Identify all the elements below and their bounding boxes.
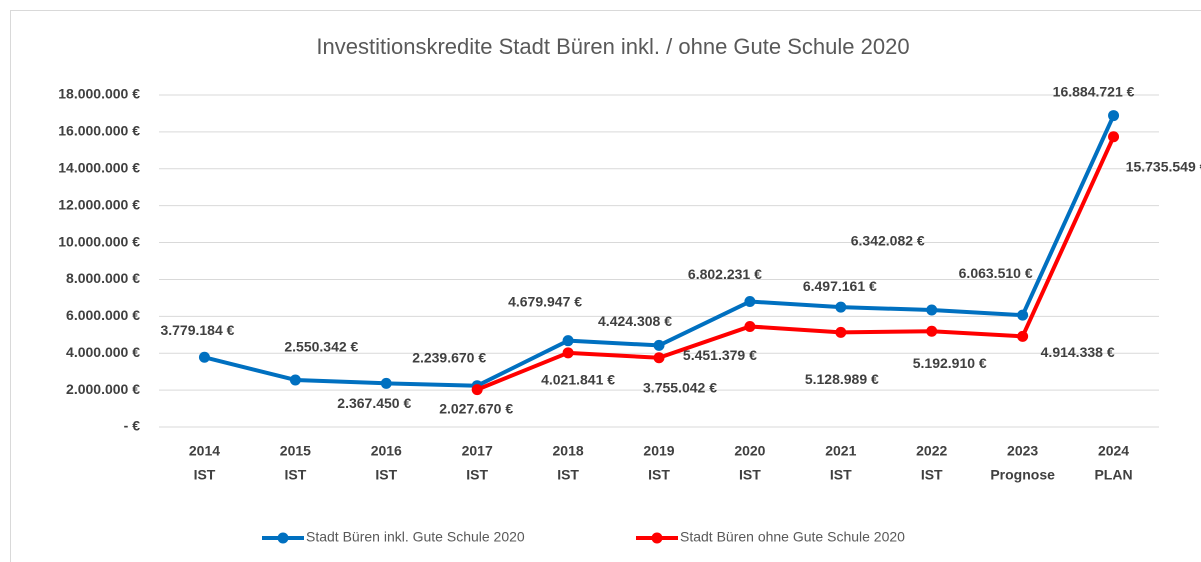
y-tick-label: 18.000.000 € bbox=[58, 86, 140, 102]
point bbox=[198, 351, 210, 363]
x-tick-label: 2022 bbox=[916, 443, 947, 459]
value-label: 2.367.450 € bbox=[337, 395, 411, 411]
x-tick-label: 2021 bbox=[825, 443, 856, 459]
chart-title: Investitionskredite Stadt Büren inkl. / … bbox=[316, 34, 909, 59]
value-label: 4.914.338 € bbox=[1041, 344, 1115, 360]
x-tick-label: 2024 bbox=[1098, 443, 1129, 459]
x-tick-label: IST bbox=[375, 467, 397, 483]
value-label: 3.755.042 € bbox=[643, 379, 717, 395]
point bbox=[653, 339, 665, 351]
x-tick-label: 2019 bbox=[643, 443, 674, 459]
value-label: 6.063.510 € bbox=[959, 265, 1033, 281]
x-tick-label: IST bbox=[830, 467, 852, 483]
value-label: 5.451.379 € bbox=[683, 347, 757, 363]
point bbox=[380, 377, 392, 389]
x-tick-label: IST bbox=[284, 467, 306, 483]
y-tick-label: 4.000.000 € bbox=[66, 344, 140, 360]
x-tick-label: PLAN bbox=[1094, 467, 1132, 483]
legend-marker bbox=[277, 532, 289, 544]
x-tick-label: 2016 bbox=[371, 443, 402, 459]
point bbox=[1108, 110, 1120, 122]
point bbox=[471, 384, 483, 396]
point bbox=[562, 347, 574, 359]
point bbox=[835, 301, 847, 313]
point bbox=[1017, 330, 1029, 342]
x-tick-label: 2023 bbox=[1007, 443, 1038, 459]
y-tick-label: 10.000.000 € bbox=[58, 233, 140, 249]
value-label: 6.342.082 € bbox=[851, 233, 925, 249]
x-tick-label: IST bbox=[466, 467, 488, 483]
value-label: 16.884.721 € bbox=[1053, 83, 1135, 99]
x-tick-label: IST bbox=[557, 467, 579, 483]
series-line bbox=[476, 135, 1116, 392]
legend-label: Stadt Büren inkl. Gute Schule 2020 bbox=[306, 529, 525, 545]
value-label: 2.550.342 € bbox=[284, 339, 358, 355]
x-tick-label: IST bbox=[921, 467, 943, 483]
value-label: 15.735.549 € bbox=[1126, 158, 1201, 174]
value-label: 2.027.670 € bbox=[439, 400, 513, 416]
point bbox=[835, 326, 847, 338]
y-tick-label: 2.000.000 € bbox=[66, 381, 140, 397]
legend-label: Stadt Büren ohne Gute Schule 2020 bbox=[680, 529, 905, 545]
value-label: 3.779.184 € bbox=[160, 322, 234, 338]
point bbox=[653, 352, 665, 364]
y-tick-label: 12.000.000 € bbox=[58, 196, 140, 212]
y-tick-label: 8.000.000 € bbox=[66, 270, 140, 286]
legend-marker bbox=[651, 532, 663, 544]
value-label: 2.239.670 € bbox=[412, 349, 486, 365]
point bbox=[1017, 309, 1029, 321]
point bbox=[744, 320, 756, 332]
y-tick-label: 16.000.000 € bbox=[58, 123, 140, 139]
value-label: 6.497.161 € bbox=[803, 278, 877, 294]
y-tick-label: 6.000.000 € bbox=[66, 307, 140, 323]
point bbox=[926, 325, 938, 337]
x-tick-label: 2020 bbox=[734, 443, 765, 459]
point bbox=[562, 335, 574, 347]
x-tick-label: 2017 bbox=[462, 443, 493, 459]
point bbox=[926, 304, 938, 316]
x-tick-label: Prognose bbox=[990, 467, 1055, 483]
value-label: 6.802.231 € bbox=[688, 266, 762, 282]
x-tick-label: IST bbox=[739, 467, 761, 483]
x-tick-label: 2018 bbox=[553, 443, 584, 459]
x-tick-label: 2014 bbox=[189, 443, 220, 459]
chart-frame bbox=[10, 10, 1201, 562]
x-tick-label: IST bbox=[648, 467, 670, 483]
y-tick-label: 14.000.000 € bbox=[58, 159, 140, 175]
x-tick-label: IST bbox=[194, 467, 216, 483]
point bbox=[289, 374, 301, 386]
point bbox=[744, 296, 756, 308]
value-label: 5.128.989 € bbox=[805, 371, 879, 387]
value-label: 4.424.308 € bbox=[598, 313, 672, 329]
y-tick-label: - € bbox=[124, 418, 141, 434]
value-label: 5.192.910 € bbox=[913, 355, 987, 371]
x-tick-label: 2015 bbox=[280, 443, 311, 459]
value-label: 4.679.947 € bbox=[508, 293, 582, 309]
point bbox=[1108, 131, 1120, 143]
value-label: 4.021.841 € bbox=[541, 372, 615, 388]
